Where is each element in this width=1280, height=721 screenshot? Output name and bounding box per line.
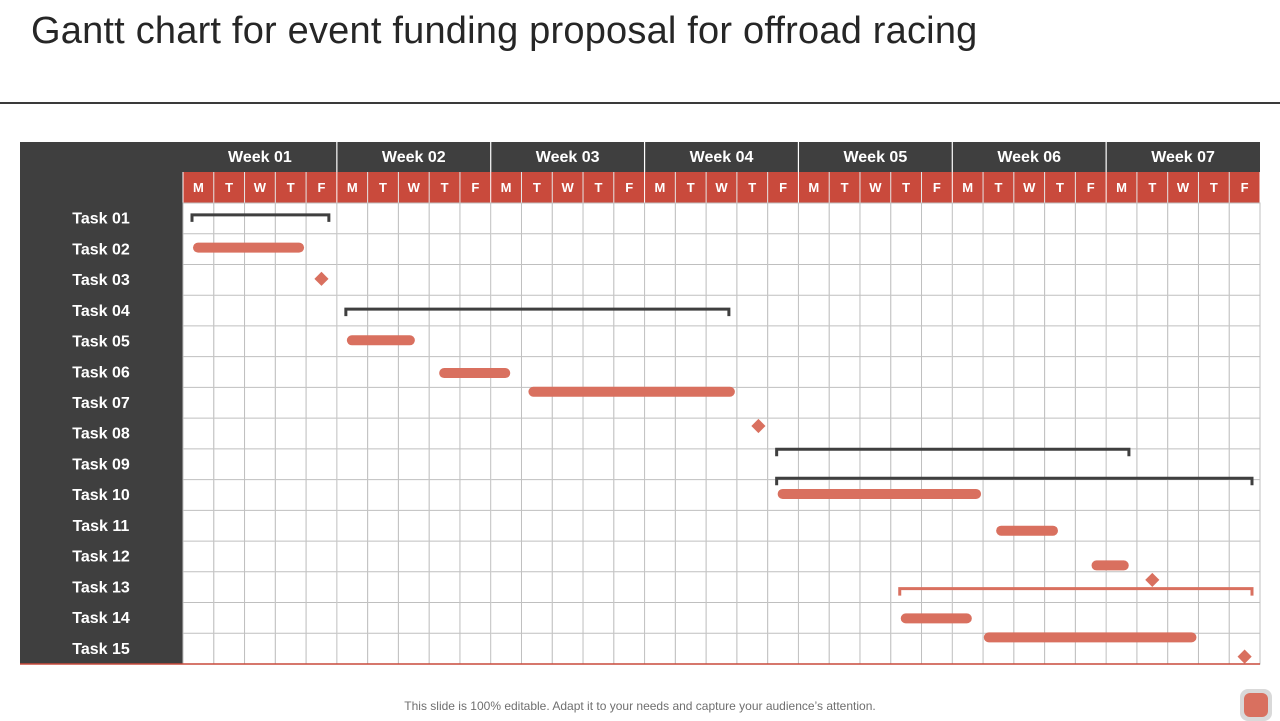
day-label: M: [347, 180, 358, 195]
day-label: F: [471, 180, 479, 195]
day-label: F: [625, 180, 633, 195]
task-label: Task 04: [72, 303, 130, 320]
day-label: T: [533, 180, 541, 195]
day-label: W: [1023, 180, 1036, 195]
day-label: F: [317, 180, 325, 195]
task-label: Task 15: [72, 641, 130, 658]
milestone-marker: [1145, 572, 1160, 588]
task-label-panel: [20, 142, 183, 664]
task-label: Task 09: [72, 456, 130, 473]
task-label: Task 05: [72, 334, 130, 351]
task-label: Task 14: [72, 610, 130, 627]
day-label: F: [1241, 180, 1249, 195]
week-label: Week 01: [228, 149, 292, 166]
task-label: Task 11: [73, 518, 130, 535]
task-bar: [528, 386, 735, 397]
day-label: T: [902, 180, 910, 195]
task-label: Task 07: [72, 395, 130, 412]
summary-bracket: [190, 213, 331, 222]
grid-border: [182, 202, 1261, 665]
task-label: Task 03: [72, 272, 130, 289]
day-label: T: [441, 180, 449, 195]
day-label: W: [408, 180, 421, 195]
task-label: Task 08: [72, 426, 130, 443]
week-label: Week 02: [382, 149, 446, 166]
day-label: W: [869, 180, 882, 195]
day-label: T: [225, 180, 233, 195]
milestone-marker: [1237, 649, 1252, 664]
task-label: Task 06: [72, 364, 130, 381]
day-label: W: [254, 180, 267, 195]
day-label: M: [193, 180, 204, 195]
milestone-marker: [751, 418, 766, 434]
day-label: W: [562, 180, 575, 195]
week-label: Week 05: [843, 149, 907, 166]
day-label: T: [379, 180, 387, 195]
task-label: Task 13: [72, 579, 130, 596]
day-label: F: [933, 180, 941, 195]
title-divider: [0, 102, 1280, 104]
day-label: T: [1210, 180, 1218, 195]
task-bar: [193, 242, 305, 253]
day-label: T: [1056, 180, 1064, 195]
task-label: Task 01: [72, 211, 130, 228]
task-label: Task 10: [72, 487, 130, 504]
day-label: T: [687, 180, 695, 195]
task-bar: [1091, 560, 1129, 571]
day-label: T: [1148, 180, 1156, 195]
day-label: W: [715, 180, 728, 195]
day-label: T: [594, 180, 602, 195]
summary-bracket: [344, 307, 731, 317]
footer-note: This slide is 100% editable. Adapt it to…: [404, 699, 876, 713]
day-label: M: [1116, 180, 1127, 195]
day-label: F: [779, 180, 787, 195]
day-label: T: [841, 180, 849, 195]
week-label: Week 04: [690, 149, 754, 166]
task-bar: [983, 632, 1197, 643]
task-label: Task 12: [72, 549, 130, 566]
summary-bracket: [775, 476, 1254, 486]
day-label: W: [1177, 180, 1190, 195]
task-bar: [900, 613, 972, 624]
task-bar: [439, 368, 511, 379]
gantt-chart: Week 01 Week 02 Week 03 Week 04 Week 05 Week …: [20, 142, 1261, 665]
day-label: T: [287, 180, 295, 195]
task-bar: [346, 335, 415, 346]
task-bar: [777, 488, 982, 499]
task-bar: [996, 525, 1058, 536]
task-label: Task 02: [72, 241, 130, 258]
week-label: Week 07: [1151, 149, 1215, 166]
day-label: F: [1087, 180, 1095, 195]
day-label: M: [962, 180, 973, 195]
week-label: Week 06: [997, 149, 1061, 166]
day-label: T: [994, 180, 1002, 195]
day-label: M: [808, 180, 819, 195]
week-header: [183, 142, 1260, 172]
slide-icon-button[interactable]: [1240, 689, 1272, 721]
milestone-marker: [314, 271, 329, 286]
day-label: M: [655, 180, 666, 195]
summary-bracket: [775, 447, 1131, 457]
day-label: T: [748, 180, 756, 195]
page-title: Gantt chart for event funding proposal f…: [31, 10, 978, 52]
slide-icon: [1244, 693, 1268, 717]
summary-bracket: [898, 587, 1254, 596]
day-header: [183, 172, 1260, 203]
day-label: M: [501, 180, 512, 195]
week-label: Week 03: [536, 149, 600, 166]
